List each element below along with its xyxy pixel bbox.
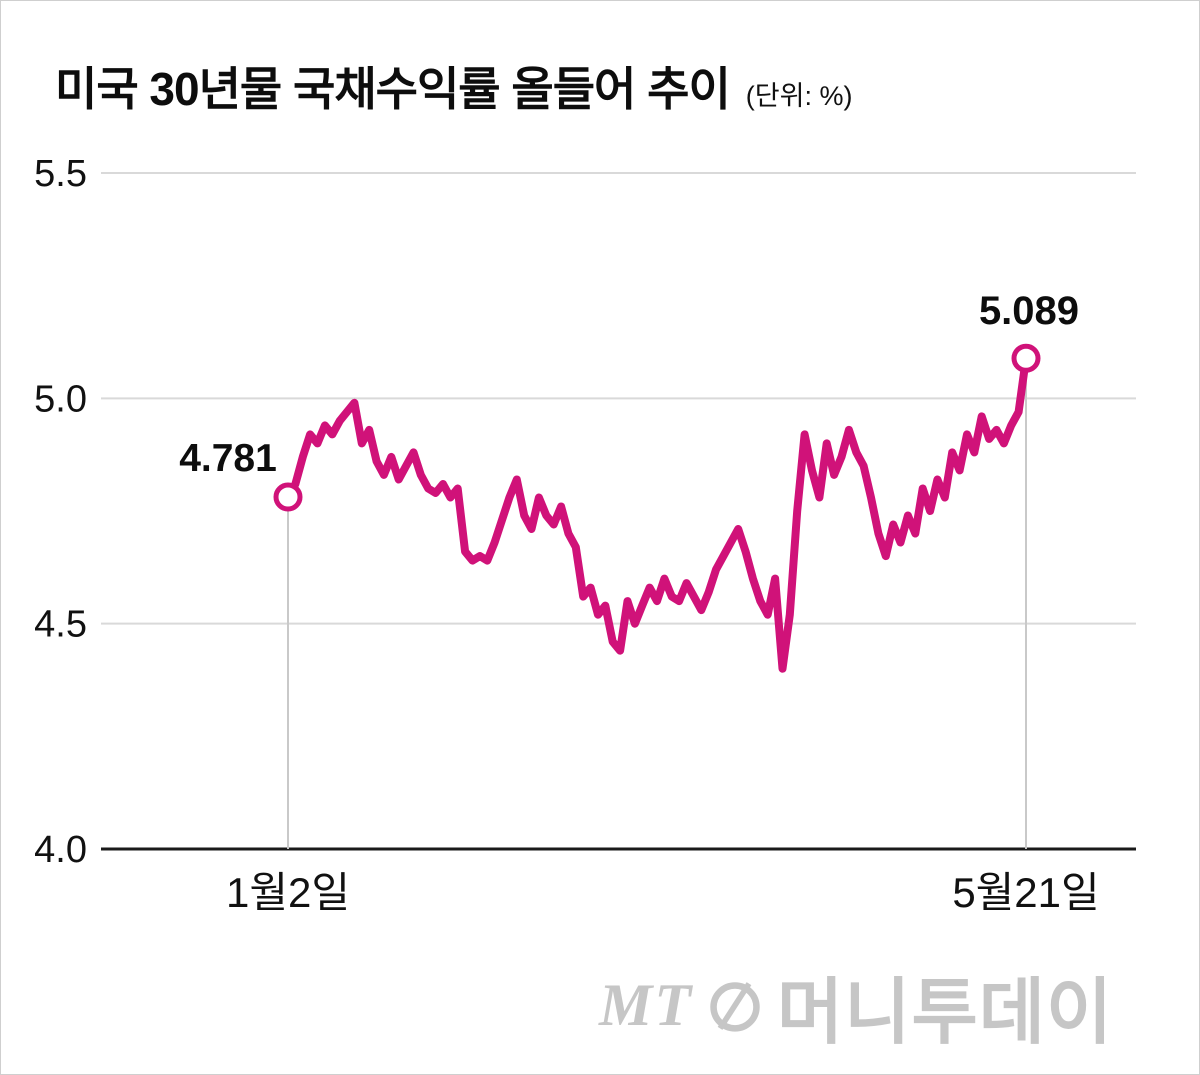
moneytoday-circle-icon [710,981,760,1032]
y-tick-label: 5.0 [34,378,87,420]
yield-line-series [284,354,1030,673]
y-tick-label: 4.0 [34,829,87,871]
mt-logo-text: MT [599,972,693,1038]
chart-title-row: 미국 30년물 국채수익률 올들어 추이 (단위: %) [55,53,852,119]
y-tick-label: 4.5 [34,604,87,646]
moneytoday-watermark: MT 머니투데이 [599,953,1113,1058]
moneytoday-name-text: 머니투데이 [777,973,1114,1053]
end-point-marker [1011,343,1041,373]
y-tick-label: 5.5 [34,153,87,195]
x-axis-label-end: 5월21일 [952,869,1100,916]
x-axis-label-start: 1월2일 [226,869,350,916]
chart-unit-label: (단위: %) [745,81,853,111]
end-value-label: 5.089 [978,289,1080,333]
start-value-label: 4.781 [179,437,277,480]
start-point-marker [273,482,303,512]
chart-title: 미국 30년물 국채수익률 올들어 추이 [55,63,731,115]
